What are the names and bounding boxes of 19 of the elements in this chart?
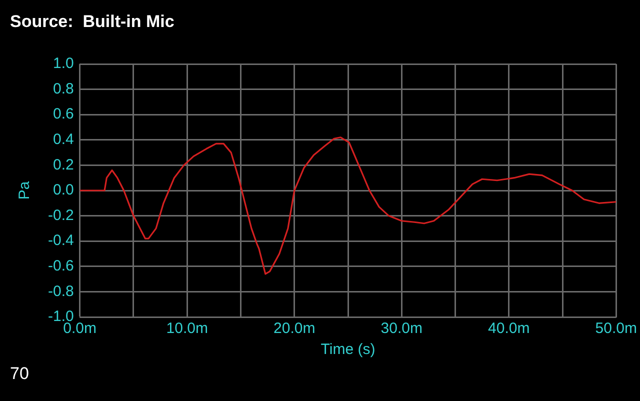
y-tick-label: -0.4: [48, 232, 74, 250]
y-tick-label: -0.2: [48, 206, 74, 224]
y-tick-label: 0.4: [52, 131, 74, 148]
chart-title: Source: Built-in Mic: [10, 12, 174, 32]
y-tick-label: 0.6: [52, 106, 74, 123]
y-tick-label: -0.6: [48, 258, 74, 275]
y-tick-label: 0.8: [52, 80, 74, 98]
y-tick-label: -0.8: [48, 282, 74, 300]
x-tick-label: 50.0m: [595, 320, 638, 338]
y-tick-label: 0.0: [52, 182, 74, 199]
x-axis-title: Time (s): [320, 341, 376, 358]
x-tick-label: 40.0m: [488, 320, 530, 338]
y-tick-label: 0.2: [52, 156, 74, 174]
x-tick-label: 30.0m: [380, 320, 422, 338]
y-tick-label: 1.0: [52, 55, 74, 72]
x-tick-label: 10.0m: [166, 320, 208, 338]
x-tick-label: 20.0m: [274, 320, 316, 338]
y-axis-title: Pa: [16, 180, 34, 200]
text: 70: [10, 364, 29, 384]
